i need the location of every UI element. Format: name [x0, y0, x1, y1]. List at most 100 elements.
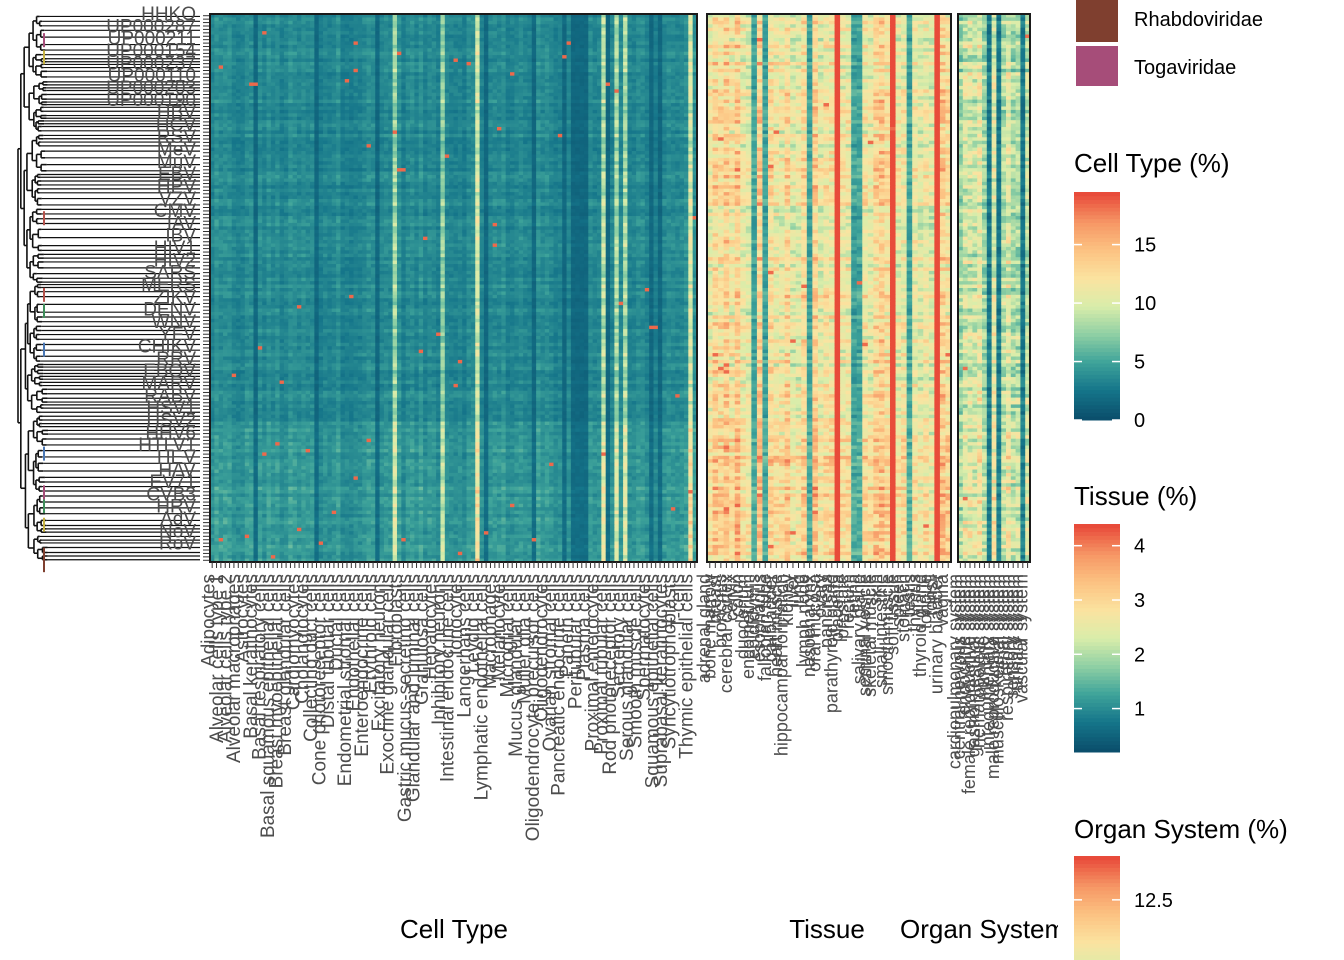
- heatmap-cell: [614, 34, 620, 39]
- heatmap-cell: [353, 92, 359, 97]
- heatmap-cell: [310, 127, 315, 131]
- heatmap-cell: [496, 24, 502, 29]
- heatmap-cell: [631, 68, 637, 73]
- heatmap-cell: [492, 106, 498, 111]
- heatmap-cell: [336, 85, 341, 90]
- heatmap-cell: [375, 48, 380, 53]
- heatmap-cell: [353, 34, 359, 39]
- heatmap-cell: [214, 75, 220, 80]
- heatmap-cell: [475, 85, 480, 90]
- heatmap-cell: [236, 106, 241, 111]
- heatmap-cell: [227, 48, 233, 53]
- heatmap-cell: [336, 72, 341, 77]
- heatmap-cell: [392, 37, 398, 42]
- heatmap-cell: [410, 103, 415, 107]
- heatmap-cell: [436, 34, 441, 39]
- heatmap-cell: [388, 34, 394, 39]
- heatmap-cell: [579, 89, 585, 94]
- heatmap-cell: [523, 127, 528, 131]
- heatmap-cell: [362, 96, 367, 101]
- heatmap-cell: [670, 48, 676, 53]
- heatmap-cell: [688, 85, 694, 90]
- heatmap-cell: [662, 85, 667, 90]
- row-label: HBV: [157, 103, 196, 124]
- heatmap-cell: [562, 65, 567, 70]
- heatmap-cell: [357, 58, 363, 63]
- heatmap-cell: [336, 75, 341, 80]
- heatmap-cell: [566, 85, 572, 90]
- heatmap-cell: [544, 24, 550, 29]
- heatmap-cell: [270, 79, 276, 83]
- heatmap-cell: [453, 61, 459, 66]
- heatmap-cell: [236, 72, 241, 77]
- heatmap-cell: [505, 58, 511, 63]
- heatmap-cell: [357, 24, 363, 29]
- heatmap-cell: [249, 58, 254, 63]
- heatmap-cell: [523, 37, 528, 42]
- heatmap-cell: [214, 37, 220, 42]
- heatmap-cell: [288, 103, 294, 107]
- heatmap-cell: [223, 37, 228, 42]
- heatmap-cell: [262, 68, 267, 73]
- heatmap-cell: [257, 92, 263, 97]
- heatmap-cell: [353, 68, 359, 73]
- heatmap-cell: [210, 89, 215, 94]
- heatmap-cell: [527, 82, 533, 87]
- heatmap-cell: [453, 34, 459, 39]
- heatmap-cell: [253, 44, 259, 49]
- heatmap-cell: [457, 24, 463, 29]
- heatmap-cell: [336, 79, 341, 83]
- heatmap-cell: [392, 79, 398, 83]
- heatmap-cell: [592, 17, 598, 22]
- heatmap-cell: [575, 48, 580, 53]
- heatmap-cell: [523, 116, 528, 121]
- heatmap-cell: [449, 109, 454, 114]
- heatmap-cell: [401, 61, 407, 66]
- heatmap-cell: [479, 96, 485, 101]
- heatmap-cell: [605, 48, 611, 53]
- heatmap-cell: [631, 44, 637, 49]
- heatmap-cell: [575, 31, 580, 35]
- heatmap-cell: [540, 48, 546, 53]
- heatmap-cell: [318, 140, 324, 145]
- heatmap-cell: [514, 140, 520, 145]
- heatmap-cell: [566, 99, 572, 104]
- heatmap-cell: [257, 58, 263, 63]
- heatmap-cell: [666, 99, 672, 104]
- heatmap-cell: [436, 65, 441, 70]
- heatmap-cell: [331, 85, 337, 90]
- heatmap-cell: [331, 58, 337, 63]
- heatmap-cell: [240, 24, 246, 29]
- heatmap-cell: [288, 120, 294, 124]
- heatmap-cell: [375, 75, 380, 80]
- heatmap-cell: [336, 140, 341, 145]
- heatmap-cell: [227, 20, 233, 25]
- heatmap-cell: [623, 44, 628, 49]
- heatmap-cell: [344, 116, 350, 121]
- heatmap-cell: [688, 55, 694, 59]
- heatmap-cell: [596, 92, 602, 97]
- heatmap-cell: [275, 89, 280, 94]
- heatmap-cell: [257, 96, 263, 101]
- heatmap-cell: [379, 92, 385, 97]
- heatmap-cell: [292, 106, 298, 111]
- heatmap-cell: [223, 89, 228, 94]
- heatmap-cell: [675, 68, 681, 73]
- heatmap-cell: [557, 82, 563, 87]
- heatmap-cell: [466, 51, 472, 56]
- heatmap-cell: [575, 17, 580, 22]
- heatmap-cell: [662, 72, 667, 77]
- row-label: HRV: [156, 497, 196, 518]
- heatmap-cell: [288, 85, 294, 90]
- heatmap-cell: [540, 109, 546, 114]
- heatmap-cell: [688, 120, 694, 124]
- heatmap-cell: [692, 89, 698, 94]
- heatmap-cell: [436, 140, 441, 145]
- heatmap-cell: [370, 31, 376, 35]
- heatmap-cell: [527, 61, 533, 66]
- heatmap-cell: [627, 44, 633, 49]
- heatmap-cell: [396, 85, 402, 90]
- heatmap-cell: [627, 96, 633, 101]
- heatmap-cell: [501, 68, 507, 73]
- heatmap-cell: [401, 85, 407, 90]
